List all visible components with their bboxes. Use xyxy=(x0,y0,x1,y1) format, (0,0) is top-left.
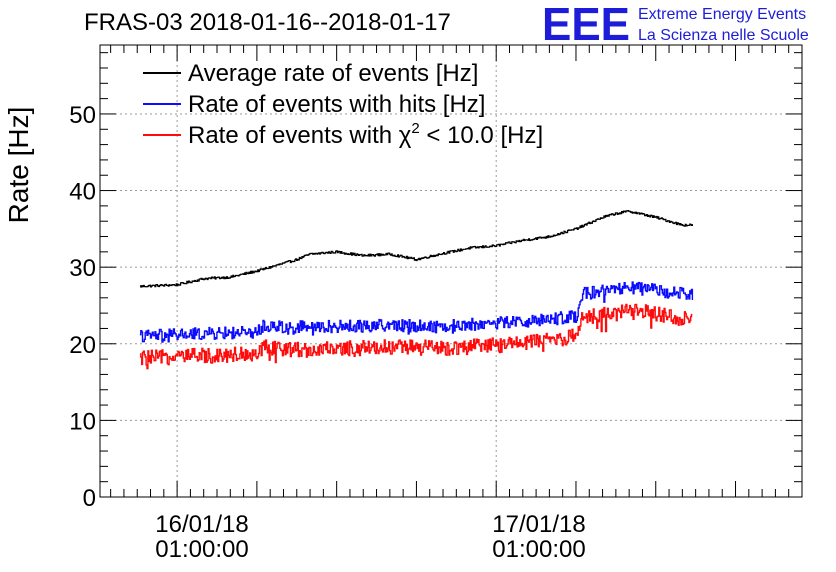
logo-line-1: Extreme Energy Events xyxy=(638,6,806,23)
x-tick-date: 17/01/18 xyxy=(492,511,585,538)
legend-label-hits: Rate of events with hits [Hz] xyxy=(188,91,485,118)
y-tick-label: 10 xyxy=(69,408,96,435)
x-tick-labels: 16/01/18 01:00:00 17/01/18 01:00:00 xyxy=(155,511,585,563)
logo-mark: EEE xyxy=(542,0,630,50)
plot-frame xyxy=(99,44,803,498)
series-line-average xyxy=(139,210,693,288)
eee-logo: EEE Extreme Energy Events La Scienza nel… xyxy=(542,0,809,50)
y-tick-label: 0 xyxy=(83,485,96,512)
y-tick-label: 20 xyxy=(69,332,96,359)
y-tick-labels: 0 10 20 30 40 50 xyxy=(69,102,96,512)
y-tick-label: 40 xyxy=(69,179,96,206)
y-tick-label: 30 xyxy=(69,255,96,282)
axis-ticks xyxy=(100,45,803,498)
x-tick-time: 01:00:00 xyxy=(492,536,585,563)
chart-title: FRAS-03 2018-01-16--2018-01-17 xyxy=(84,9,451,36)
data-series xyxy=(139,210,694,370)
series-line-hits xyxy=(139,281,694,343)
y-tick-label: 50 xyxy=(69,102,96,129)
grid-lines xyxy=(100,45,802,497)
legend-label-chi2: Rate of events with χ2 < 10.0 [Hz] xyxy=(188,120,543,149)
logo-line-2: La Scienza nelle Scuole xyxy=(638,27,809,44)
legend: Average rate of events [Hz] Rate of even… xyxy=(143,60,543,149)
series-line-chi2 xyxy=(139,303,693,370)
legend-label-average: Average rate of events [Hz] xyxy=(188,60,478,87)
x-tick-time: 01:00:00 xyxy=(155,536,248,563)
y-axis-label: Rate [Hz] xyxy=(3,107,34,224)
x-tick-date: 16/01/18 xyxy=(155,511,248,538)
